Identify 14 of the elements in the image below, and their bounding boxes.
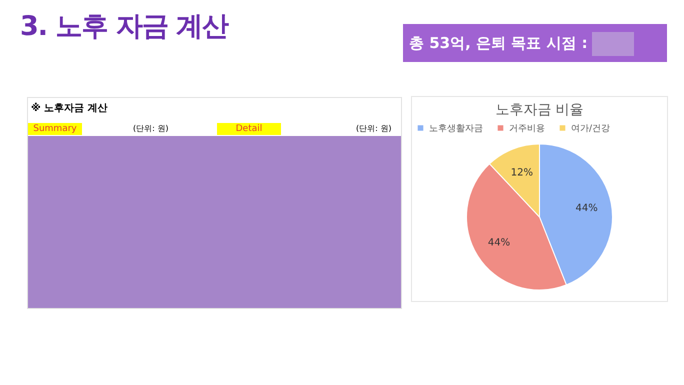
text: ※ 노후자금 계산: [31, 102, 108, 115]
text: (단위: 원): [356, 123, 392, 135]
data-label: 44%: [488, 238, 510, 249]
legend-label: 거주비용: [509, 124, 545, 134]
text: Detail: [217, 123, 281, 135]
data-label: 44%: [576, 203, 598, 214]
data-label: 12%: [510, 167, 533, 178]
chart-title: 노후자금 비율: [495, 102, 584, 118]
legend-label: 여가/건강: [571, 124, 610, 134]
text: 3. 노후 자금 계산: [20, 10, 228, 44]
text: (단위: 원): [133, 123, 168, 135]
text: Summary: [28, 123, 82, 135]
legend-label: 노후생활자금: [429, 124, 483, 134]
text: 총 53억, 은퇴 목표 시점 :: [403, 24, 667, 62]
